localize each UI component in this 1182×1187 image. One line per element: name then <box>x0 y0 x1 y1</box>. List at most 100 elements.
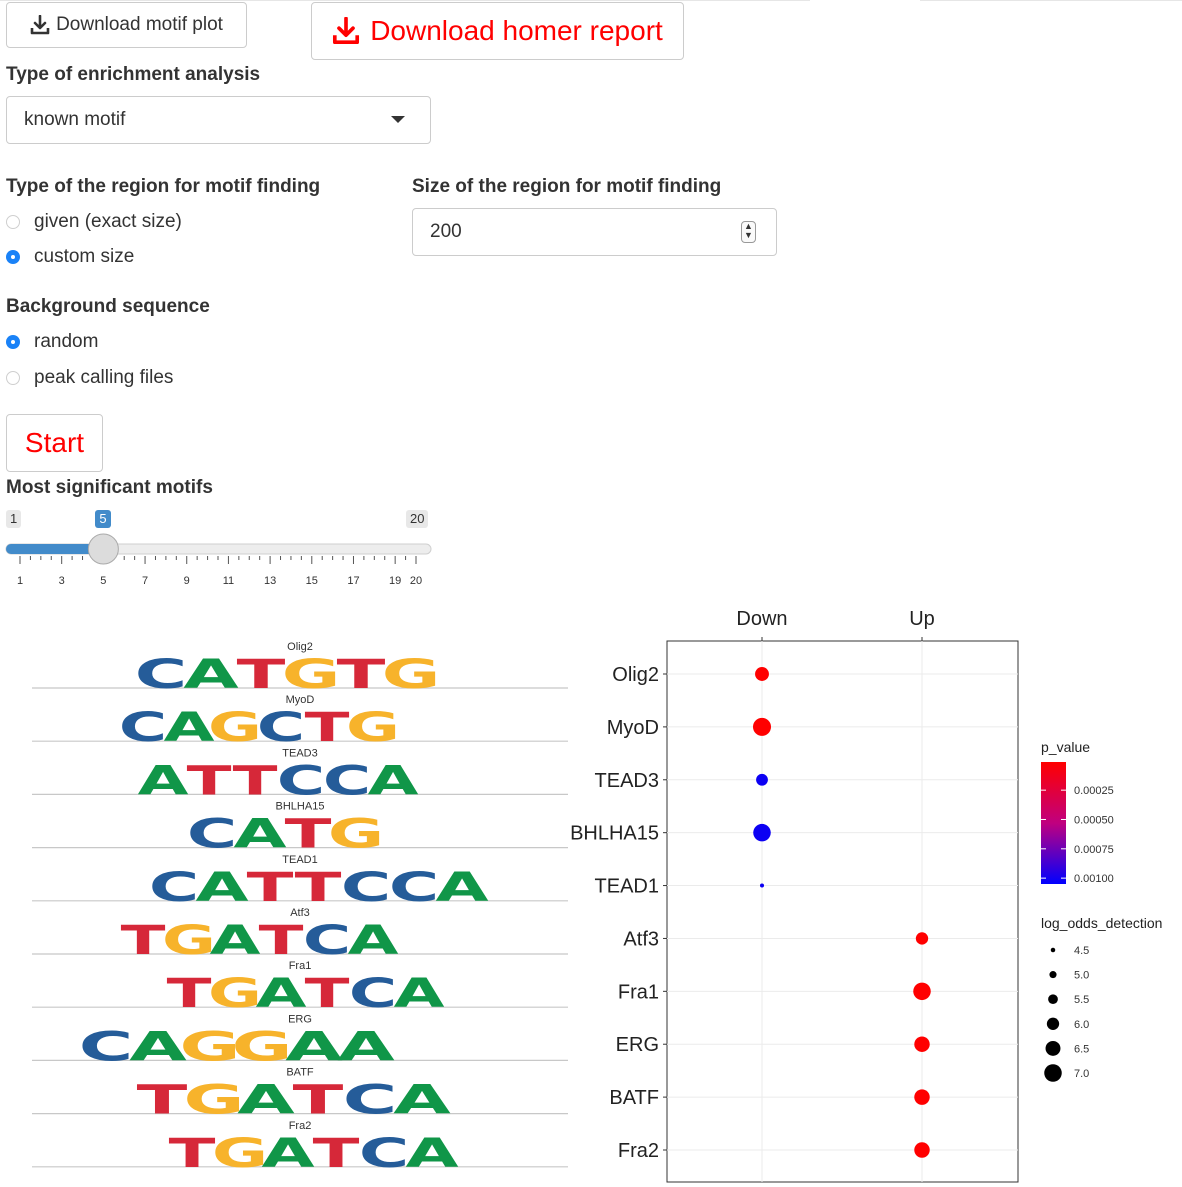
y-axis-label-myod: MyoD <box>607 717 659 739</box>
radio-circle-selected[interactable] <box>6 250 20 264</box>
slider-tick-label: 11 <box>223 575 234 587</box>
size-legend-dot <box>1045 1040 1061 1056</box>
data-point-tead3 <box>756 773 768 786</box>
size-legend-label: 7.0 <box>1074 1068 1089 1080</box>
logo-letter: G <box>180 1024 241 1070</box>
logo-letter: A <box>233 811 287 857</box>
logo-letter: A <box>393 1077 450 1123</box>
slider-tick-label: 7 <box>142 575 148 587</box>
logo-letter: G <box>212 1130 268 1176</box>
slider-handle[interactable] <box>87 533 119 565</box>
logo-letter: A <box>368 758 419 804</box>
size-legend-label: 5.0 <box>1074 970 1089 982</box>
logo-letter: T <box>337 651 386 698</box>
slider-value-label: 5 <box>95 510 111 528</box>
size-legend-dot <box>1050 947 1056 953</box>
logo-letter: C <box>341 864 391 910</box>
size-legend-dot <box>1046 1017 1060 1030</box>
data-point-fra2 <box>914 1142 930 1158</box>
color-legend-label: 0.00100 <box>1074 873 1114 885</box>
data-point-tead1 <box>760 883 764 888</box>
start-button[interactable]: Start <box>6 414 103 472</box>
color-legend-bar <box>1041 762 1066 884</box>
logo-letter: T <box>167 970 212 1016</box>
logo-letter: A <box>183 651 239 698</box>
motif-count-slider[interactable]: 1 3 5 7 9 11 13 15 17 19 20 <box>0 530 440 592</box>
logo-letter: G <box>184 1077 245 1123</box>
logo-letter: T <box>293 1077 344 1123</box>
number-spinner-icon[interactable]: ▲ ▼ <box>741 221 756 243</box>
motif-logo-title: TEAD1 <box>282 854 317 866</box>
motif-enrichment-dot-plot: Down Up Olig2 MyoD TEAD3 BHLHA15 TEAD1 Atf3 Fra1… <box>570 610 1162 1183</box>
slider-tick-label: 13 <box>264 575 276 587</box>
logo-letter: G <box>382 651 441 698</box>
logo-letter: A <box>195 864 249 910</box>
slider-tick-label: 3 <box>59 575 65 587</box>
y-axis-label-atf3: Atf3 <box>623 928 659 950</box>
logo-letter: A <box>435 864 489 910</box>
logo-letter: A <box>405 1130 459 1176</box>
logo-letter: T <box>121 917 166 963</box>
data-point-erg <box>914 1036 930 1052</box>
data-point-olig2 <box>755 667 769 681</box>
radio-circle[interactable] <box>6 215 20 229</box>
y-axis-label-tead1: TEAD1 <box>595 876 659 898</box>
motif-logo-title: Olig2 <box>287 641 313 653</box>
slider-tick-label: 1 <box>17 575 23 587</box>
logo-letter: G <box>346 704 400 750</box>
motif-count-label: Most significant motifs <box>6 477 213 498</box>
logo-letter: C <box>135 651 187 698</box>
logo-letter: C <box>257 704 305 750</box>
logo-letter: C <box>79 1024 134 1070</box>
color-legend-title: p_value <box>1041 739 1090 755</box>
slider-min-label: 1 <box>6 510 22 528</box>
motif-logo-title: Fra2 <box>289 1120 312 1132</box>
size-legend-dot <box>1044 1064 1062 1082</box>
data-point-bhlha15 <box>753 823 771 842</box>
radio-given-exact-size[interactable]: given (exact size) <box>6 211 182 233</box>
logo-letter: T <box>295 864 342 910</box>
color-legend-label: 0.00050 <box>1074 814 1114 826</box>
logo-letter: A <box>210 917 261 963</box>
logo-letter: T <box>137 1077 188 1123</box>
plot-panel <box>666 640 1019 1183</box>
y-axis-label-tead3: TEAD3 <box>595 770 659 792</box>
radio-custom-size[interactable]: custom size <box>6 246 134 268</box>
radio-label: given (exact size) <box>34 211 182 232</box>
color-legend-label: 0.00075 <box>1074 844 1114 856</box>
size-legend-label: 4.5 <box>1074 945 1089 957</box>
logo-letter: G <box>162 917 216 963</box>
logo-letter: C <box>187 811 237 857</box>
radio-peak-calling-files[interactable]: peak calling files <box>6 367 173 389</box>
logo-letter: T <box>313 1130 360 1176</box>
start-label: Start <box>24 427 85 458</box>
size-legend-label: 6.5 <box>1074 1043 1089 1055</box>
data-point-fra1 <box>913 982 931 1001</box>
logo-letter: C <box>349 970 397 1016</box>
radio-circle-selected[interactable] <box>6 335 20 349</box>
motif-logo-title: Fra1 <box>289 960 312 972</box>
radio-random[interactable]: random <box>6 331 98 353</box>
logo-letter: C <box>119 704 167 750</box>
region-size-input[interactable]: 200 ▲ ▼ <box>412 208 777 256</box>
x-axis-label-up: Up <box>909 610 935 630</box>
enrichment-type-select[interactable]: known motif <box>6 96 431 144</box>
background-sequence-label: Background sequence <box>6 296 210 317</box>
logo-letter: A <box>394 970 445 1016</box>
logo-letter: A <box>237 1077 294 1123</box>
logo-letter: A <box>337 1024 394 1070</box>
download-homer-report-button[interactable]: Download homer report <box>311 2 684 60</box>
logo-letter: A <box>285 1024 342 1070</box>
logo-letter: G <box>232 1024 293 1070</box>
radio-circle[interactable] <box>6 371 20 385</box>
logo-letter: T <box>259 917 304 963</box>
motif-logo-title: MyoD <box>286 694 315 706</box>
download-motif-plot-button[interactable]: Download motif plot <box>6 2 247 48</box>
logo-letter: C <box>323 758 371 804</box>
